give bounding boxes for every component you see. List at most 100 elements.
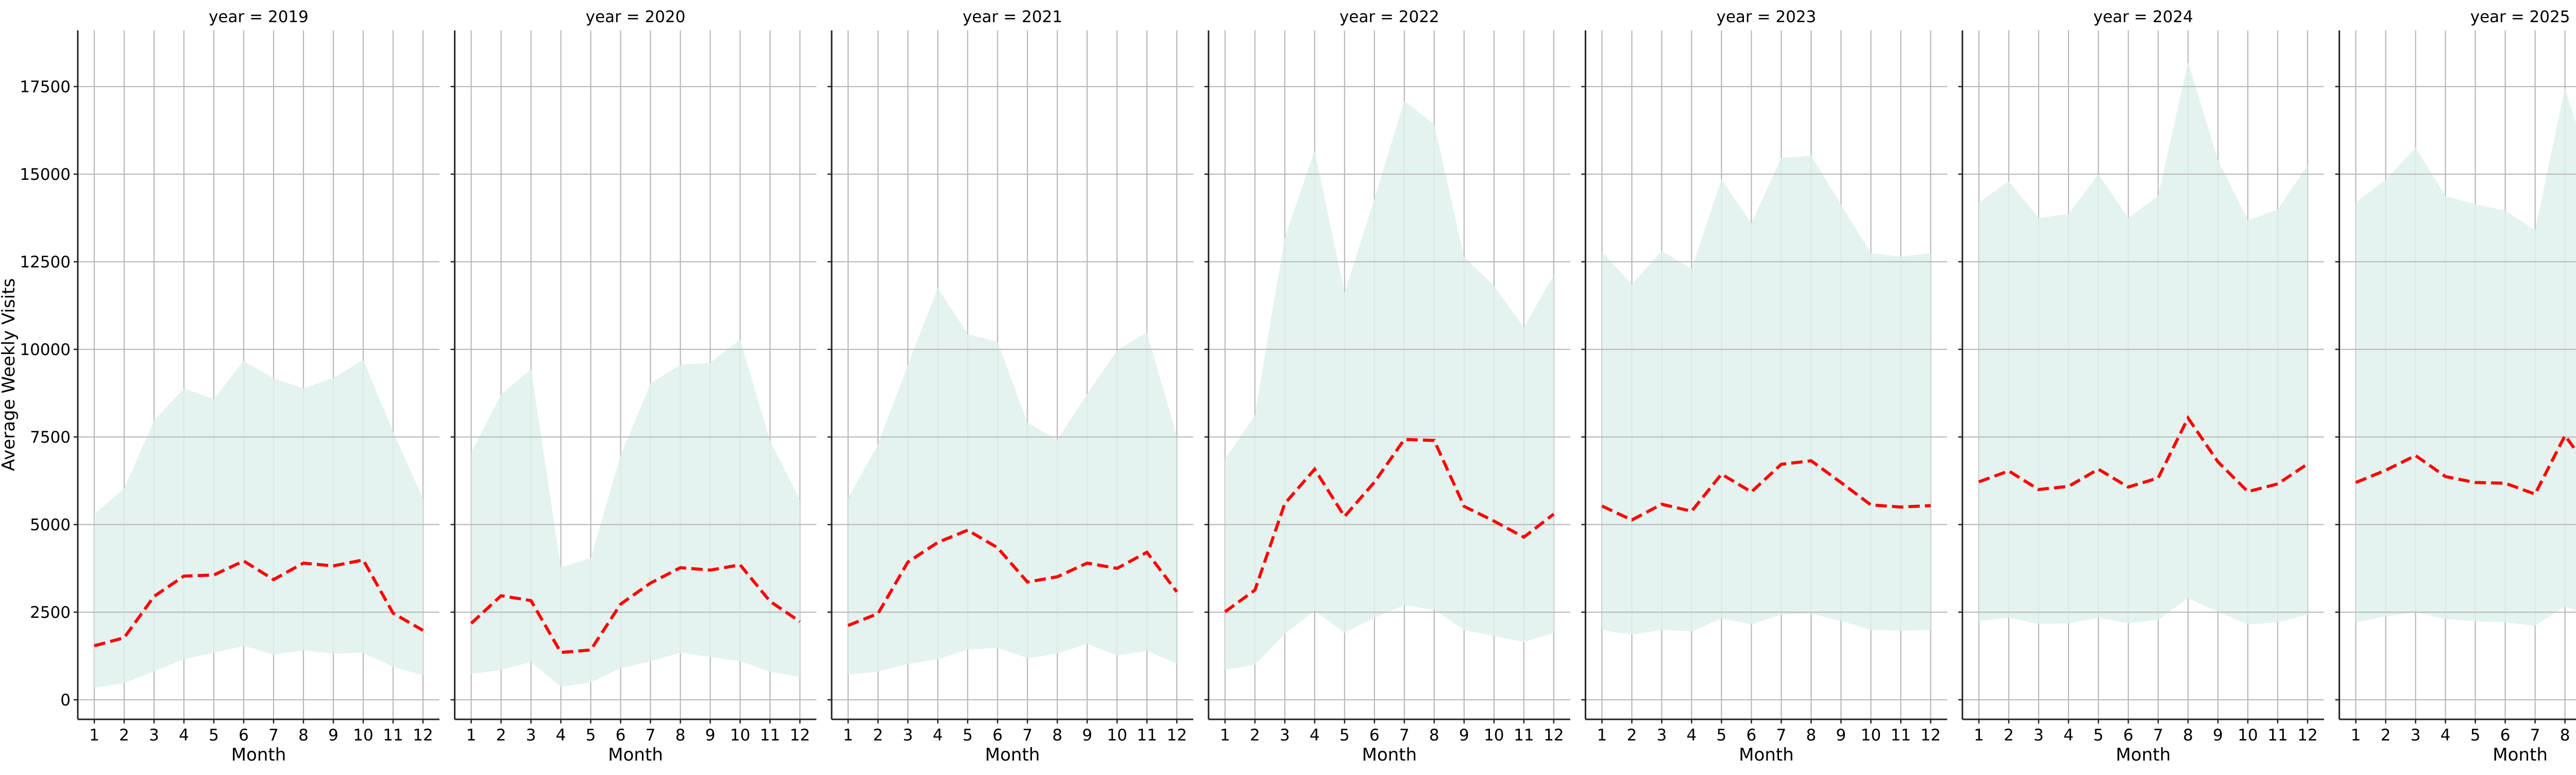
facet-title: year = 2019 <box>209 8 309 26</box>
x-tick-label: 2 <box>1627 726 1637 745</box>
x-tick-label: 10 <box>1107 726 1127 745</box>
x-tick-label: 4 <box>2441 726 2451 745</box>
x-tick-label: 11 <box>760 726 780 745</box>
facet-title: year = 2020 <box>586 8 686 26</box>
median-line <box>2355 432 2576 496</box>
x-tick-label: 8 <box>298 726 309 745</box>
x-tick-label: 4 <box>1310 726 1320 745</box>
x-tick-label: 11 <box>383 726 403 745</box>
x-tick-label: 10 <box>730 726 750 745</box>
x-tick-label: 3 <box>149 726 159 745</box>
x-tick-label: 3 <box>2033 726 2044 745</box>
x-tick-label: 3 <box>903 726 913 745</box>
x-tick-label: 6 <box>616 726 626 745</box>
x-tick-label: 8 <box>675 726 686 745</box>
y-tick-label: 10000 <box>20 341 71 359</box>
x-tick-label: 5 <box>962 726 973 745</box>
facet-title: year = 2022 <box>1340 8 1439 26</box>
x-tick-label: 6 <box>992 726 1003 745</box>
x-tick-label: 6 <box>2500 726 2511 745</box>
percentile-band <box>1602 155 1931 635</box>
x-tick-label: 7 <box>1022 726 1032 745</box>
x-tick-label: 2 <box>496 726 506 745</box>
x-tick-label: 2 <box>2004 726 2014 745</box>
y-axis-title: Average Weekly Visits <box>0 278 19 471</box>
x-axis-title: Month <box>1362 745 1417 765</box>
x-tick-label: 12 <box>2297 726 2317 745</box>
percentile-band <box>1225 100 1554 670</box>
x-tick-label: 1 <box>843 726 853 745</box>
percentile-band <box>94 360 423 688</box>
x-tick-label: 2 <box>2381 726 2391 745</box>
x-axis-title: Month <box>985 745 1040 765</box>
percentile-band <box>471 339 800 687</box>
x-tick-label: 7 <box>646 726 656 745</box>
x-tick-label: 1 <box>466 726 477 745</box>
percentile-band <box>848 288 1177 675</box>
median-line <box>94 558 424 648</box>
x-tick-label: 5 <box>209 726 219 745</box>
x-tick-label: 4 <box>556 726 566 745</box>
x-tick-label: 12 <box>790 726 810 745</box>
x-axis-title: Month <box>2116 745 2171 765</box>
x-tick-label: 3 <box>526 726 536 745</box>
x-tick-label: 8 <box>2560 726 2570 745</box>
x-tick-label: 7 <box>1776 726 1787 745</box>
x-axis-title: Month <box>231 745 286 765</box>
x-tick-label: 9 <box>1836 726 1846 745</box>
x-tick-label: 3 <box>1657 726 1667 745</box>
median-line <box>1978 415 2309 494</box>
x-tick-label: 4 <box>179 726 189 745</box>
median-line <box>848 528 1178 627</box>
x-tick-label: 10 <box>1484 726 1504 745</box>
x-tick-label: 7 <box>2153 726 2163 745</box>
x-tick-label: 1 <box>89 726 99 745</box>
x-tick-label: 5 <box>1717 726 1727 745</box>
x-tick-label: 12 <box>1544 726 1564 745</box>
x-tick-label: 1 <box>1597 726 1607 745</box>
x-tick-label: 9 <box>1082 726 1092 745</box>
x-tick-label: 12 <box>1166 726 1187 745</box>
percentile-band <box>1979 62 2308 625</box>
x-tick-label: 6 <box>1369 726 1380 745</box>
y-tick-label: 2500 <box>30 603 71 622</box>
x-tick-label: 5 <box>1340 726 1350 745</box>
x-tick-label: 12 <box>413 726 433 745</box>
x-axis-title: Month <box>2493 745 2548 765</box>
median-line <box>470 563 801 654</box>
x-tick-label: 11 <box>1891 726 1911 745</box>
facet-title: year = 2021 <box>962 8 1062 26</box>
x-tick-label: 10 <box>353 726 373 745</box>
y-tick-label: 12500 <box>20 253 71 272</box>
y-tick-label: 5000 <box>30 516 71 534</box>
median-line <box>1601 459 1931 522</box>
y-tick-label: 0 <box>60 691 71 710</box>
x-tick-label: 9 <box>328 726 338 745</box>
x-tick-label: 2 <box>119 726 129 745</box>
x-tick-label: 1 <box>2351 726 2361 745</box>
x-tick-label: 6 <box>1747 726 1757 745</box>
x-tick-label: 5 <box>2470 726 2481 745</box>
facet-title: year = 2025 <box>2470 8 2570 26</box>
y-tick-label: 17500 <box>20 78 71 96</box>
y-tick-label: 15000 <box>20 165 71 184</box>
x-tick-label: 4 <box>2063 726 2074 745</box>
x-tick-label: 11 <box>1137 726 1157 745</box>
x-tick-label: 4 <box>933 726 943 745</box>
x-tick-label: 2 <box>1250 726 1260 745</box>
x-tick-label: 10 <box>2238 726 2258 745</box>
x-tick-label: 7 <box>2530 726 2540 745</box>
x-tick-label: 2 <box>873 726 883 745</box>
x-tick-label: 11 <box>1514 726 1534 745</box>
x-tick-label: 6 <box>2123 726 2133 745</box>
x-tick-label: 1 <box>1220 726 1230 745</box>
x-tick-label: 10 <box>1861 726 1881 745</box>
facet-panel-2019: year = 2019 0 2500 5000 7500 10000 12500 15000 1… <box>20 8 439 765</box>
x-tick-label: 8 <box>2183 726 2193 745</box>
x-tick-label: 5 <box>586 726 596 745</box>
x-tick-label: 8 <box>1429 726 1439 745</box>
